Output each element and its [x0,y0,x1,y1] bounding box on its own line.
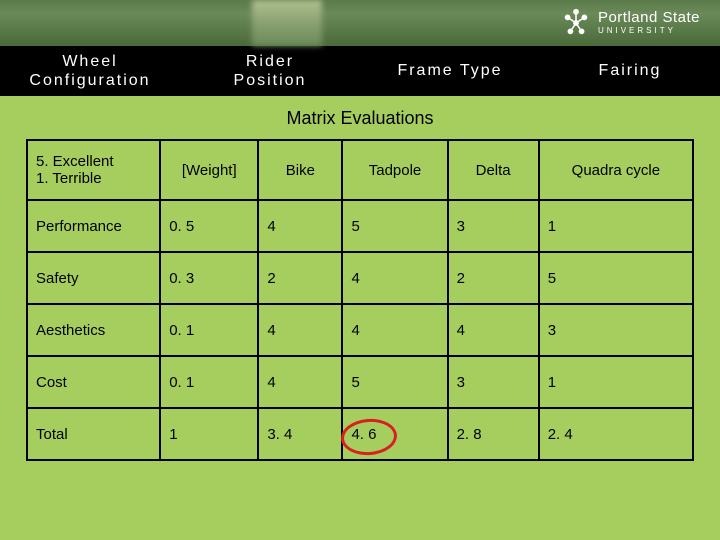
table-cell: 0. 1 [160,304,258,356]
table-cell: 4 [342,252,447,304]
nav-frame-type[interactable]: Frame Type [360,61,540,80]
nav-wheel-config[interactable]: WheelConfiguration [0,52,180,90]
psu-logo-icon [562,9,590,37]
table-cell: 5 [539,252,693,304]
table-cell: Total [27,408,160,460]
col-header-bike: Bike [258,140,342,200]
header: Portland State UNIVERSITY [0,0,720,46]
table-cell: 2 [258,252,342,304]
table-cell: 3 [448,356,539,408]
table-body: Performance0. 54531Safety0. 32425Aesthet… [27,200,693,460]
table-cell: 1 [539,356,693,408]
col-header-delta: Delta [448,140,539,200]
table-cell: 1 [160,408,258,460]
table-cell: 5 [342,200,447,252]
table-cell: 5 [342,356,447,408]
circled-value: 4. 6 [351,426,376,443]
table-cell: 4 [258,304,342,356]
table-cell: 3. 4 [258,408,342,460]
col-header-quadra: Quadra cycle [539,140,693,200]
table-cell: 0. 1 [160,356,258,408]
matrix-title: Matrix Evaluations [26,108,694,129]
university-logo: Portland State UNIVERSITY [562,9,700,37]
table-row: Safety0. 32425 [27,252,693,304]
table-cell: 0. 3 [160,252,258,304]
table-cell: 4 [258,200,342,252]
content-area: Matrix Evaluations 5. Excellent1. Terrib… [0,96,720,481]
table-cell: 1 [539,200,693,252]
col-header-weight: [Weight] [160,140,258,200]
table-cell: 2. 8 [448,408,539,460]
table-row: Total13. 4 4. 6 2. 82. 4 [27,408,693,460]
evaluation-table: 5. Excellent1. Terrible [Weight] Bike Ta… [26,139,694,461]
table-cell: 4 [342,304,447,356]
col-header-tadpole: Tadpole [342,140,447,200]
table-cell: Aesthetics [27,304,160,356]
table-cell: 4 [258,356,342,408]
nav-fairing[interactable]: Fairing [540,61,720,80]
table-cell: Safety [27,252,160,304]
table-cell: 2. 4 [539,408,693,460]
nav-bar: WheelConfiguration RiderPosition Frame T… [0,46,720,96]
logo-sub-text: UNIVERSITY [598,27,700,36]
table-cell: 3 [448,200,539,252]
table-cell: Cost [27,356,160,408]
table-cell: 0. 5 [160,200,258,252]
table-row: Cost0. 14531 [27,356,693,408]
col-header-scale: 5. Excellent1. Terrible [27,140,160,200]
table-cell: 4 [448,304,539,356]
nav-rider-position[interactable]: RiderPosition [180,52,360,90]
table-cell: 4. 6 [342,408,447,460]
table-cell: 3 [539,304,693,356]
table-row: Performance0. 54531 [27,200,693,252]
table-cell: 2 [448,252,539,304]
table-header-row: 5. Excellent1. Terrible [Weight] Bike Ta… [27,140,693,200]
table-cell: Performance [27,200,160,252]
logo-main-text: Portland State [598,10,700,27]
table-row: Aesthetics0. 14443 [27,304,693,356]
